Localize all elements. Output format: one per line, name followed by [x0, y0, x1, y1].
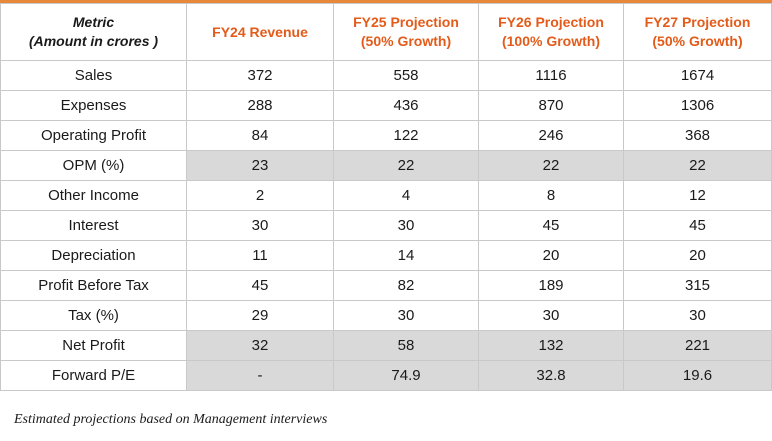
table-row: Net Profit 32 58 132 221: [0, 330, 772, 361]
fy24-value: 84: [186, 120, 334, 151]
fy25-value: 558: [333, 60, 479, 91]
metric-label: Forward P/E: [0, 360, 187, 391]
fy26-value: 870: [478, 90, 624, 121]
fy27-value: 20: [623, 240, 772, 271]
top-rule: [0, 0, 772, 3]
fy24-value: 23: [186, 150, 334, 181]
fy27-header-line1: FY27 Projection: [644, 14, 751, 30]
fy25-value: 22: [333, 150, 479, 181]
fy27-value: 12: [623, 180, 772, 211]
fy25-value: 82: [333, 270, 479, 301]
fy24-value: 11: [186, 240, 334, 271]
fy24-header-line1: FY24 Revenue: [212, 23, 308, 40]
fy25-value: 14: [333, 240, 479, 271]
fy24-value: 32: [186, 330, 334, 361]
table-row: Sales 372 558 1116 1674: [0, 60, 772, 91]
fy27-value: 1674: [623, 60, 772, 91]
metric-column-header: Metric (Amount in crores ): [0, 3, 187, 61]
fy26-value: 1116: [478, 60, 624, 91]
fy25-value: 58: [333, 330, 479, 361]
fy26-value: 45: [478, 210, 624, 241]
metric-label: Expenses: [0, 90, 187, 121]
footnote: Estimated projections based on Managemen…: [14, 412, 328, 427]
fy25-value: 4: [333, 180, 479, 211]
fy25-value: 30: [333, 210, 479, 241]
fy27-value: 22: [623, 150, 772, 181]
fy26-header-line1: FY26 Projection: [498, 14, 604, 30]
fy25-header-line2: (50% Growth): [360, 33, 452, 49]
fy27-value: 1306: [623, 90, 772, 121]
fy24-value: 372: [186, 60, 334, 91]
table-body: Sales 372 558 1116 1674 Expenses 288 436…: [0, 60, 772, 391]
fy26-value: 20: [478, 240, 624, 271]
fy26-value: 189: [478, 270, 624, 301]
table-row: Interest 30 30 45 45: [0, 210, 772, 241]
fy26-value: 22: [478, 150, 624, 181]
fy26-header-line2: (100% Growth): [501, 33, 600, 49]
fy26-value: 32.8: [478, 360, 624, 391]
metric-label: Profit Before Tax: [0, 270, 187, 301]
table-row: Other Income 2 4 8 12: [0, 180, 772, 211]
fy24-value: -: [186, 360, 334, 391]
fy27-value: 45: [623, 210, 772, 241]
fy24-value: 45: [186, 270, 334, 301]
fy24-column-header: FY24 Revenue: [186, 3, 334, 61]
fy27-value: 315: [623, 270, 772, 301]
fy24-value: 30: [186, 210, 334, 241]
fy25-header-line1: FY25 Projection: [353, 14, 459, 30]
fy27-header-line2: (50% Growth): [652, 33, 743, 49]
metric-label: Other Income: [0, 180, 187, 211]
fy26-value: 30: [478, 300, 624, 331]
table-row: Operating Profit 84 122 246 368: [0, 120, 772, 151]
table-row: Depreciation 11 14 20 20: [0, 240, 772, 271]
fy26-value: 132: [478, 330, 624, 361]
fy25-column-header: FY25 Projection (50% Growth): [333, 3, 479, 61]
metric-label: Interest: [0, 210, 187, 241]
fy25-value: 122: [333, 120, 479, 151]
fy25-value: 30: [333, 300, 479, 331]
table-row: Profit Before Tax 45 82 189 315: [0, 270, 772, 301]
table-row: Forward P/E - 74.9 32.8 19.6: [0, 360, 772, 391]
fy26-value: 8: [478, 180, 624, 211]
fy26-column-header: FY26 Projection (100% Growth): [478, 3, 624, 61]
metric-label: Net Profit: [0, 330, 187, 361]
fy24-value: 2: [186, 180, 334, 211]
fy27-value: 19.6: [623, 360, 772, 391]
metric-header-line1: Metric: [72, 14, 115, 30]
fy24-value: 29: [186, 300, 334, 331]
fy25-value: 74.9: [333, 360, 479, 391]
fy27-value: 30: [623, 300, 772, 331]
fy26-value: 246: [478, 120, 624, 151]
table-row: Tax (%) 29 30 30 30: [0, 300, 772, 331]
metric-label: Tax (%): [0, 300, 187, 331]
metric-header-line2: (Amount in crores ): [28, 33, 159, 49]
table-row: Expenses 288 436 870 1306: [0, 90, 772, 121]
fy25-value: 436: [333, 90, 479, 121]
metric-label: Depreciation: [0, 240, 187, 271]
fy27-value: 221: [623, 330, 772, 361]
table-row: OPM (%) 23 22 22 22: [0, 150, 772, 181]
metric-label: OPM (%): [0, 150, 187, 181]
fy27-value: 368: [623, 120, 772, 151]
financial-projection-table: Metric (Amount in crores ) FY24 Revenue …: [0, 3, 772, 391]
metric-label: Sales: [0, 60, 187, 91]
fy24-value: 288: [186, 90, 334, 121]
header-row: Metric (Amount in crores ) FY24 Revenue …: [0, 3, 772, 61]
fy27-column-header: FY27 Projection (50% Growth): [623, 3, 772, 61]
metric-label: Operating Profit: [0, 120, 187, 151]
